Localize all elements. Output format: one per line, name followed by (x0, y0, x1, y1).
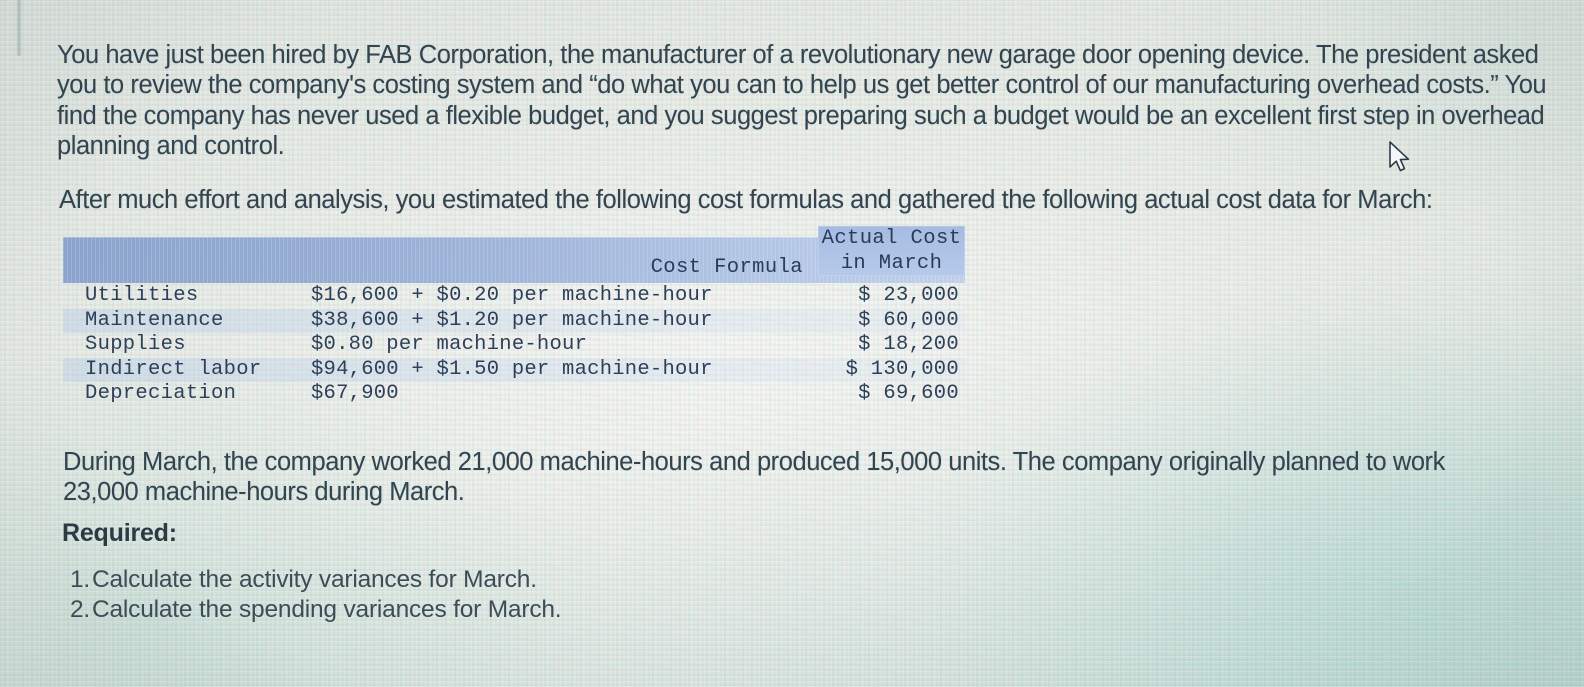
row-cost-name: Supplies (85, 333, 186, 357)
table-row: Indirect labor $94,600 + $1.50 per machi… (63, 357, 965, 383)
column-header-cost-formula: Cost Formula (650, 256, 803, 279)
table-row: Supplies $0.80 per machine-hour $ 18,200 (63, 333, 965, 358)
row-cost-formula: $67,900 (311, 382, 399, 406)
table-body: Utilities $16,600 + $0.20 per machine-ho… (63, 283, 965, 407)
list-item: 2.Calculate the spending variances for M… (70, 595, 710, 625)
list-item-label: Calculate the activity variances for Mar… (92, 566, 537, 593)
table-row: Depreciation $67,900 $ 69,600 (63, 382, 965, 407)
column-header-actual-cost-line2: in March (840, 252, 943, 275)
list-item-label: Calculate the spending variances for Mar… (92, 596, 562, 623)
header-band-texture (63, 237, 965, 283)
table-header-band (63, 237, 965, 283)
row-cost-name: Maintenance (85, 308, 224, 332)
march-activity-paragraph: During March, the company worked 21,000 … (63, 447, 1445, 507)
estimate-paragraph: After much effort and analysis, you esti… (59, 185, 1433, 214)
table-row: Maintenance $38,600 + $1.20 per machine-… (63, 308, 965, 334)
row-cost-formula: $38,600 + $1.20 per machine-hour (311, 308, 713, 332)
row-cost-formula: $94,600 + $1.50 per machine-hour (311, 357, 713, 381)
row-cost-name: Utilities (85, 284, 199, 307)
required-heading: Required: (62, 519, 177, 547)
row-cost-formula: $0.80 per machine-hour (311, 333, 588, 357)
list-item: 1.Calculate the activity variances for M… (70, 565, 710, 595)
row-actual-cost: $ 23,000 (858, 284, 959, 307)
row-cost-formula: $16,600 + $0.20 per machine-hour (311, 284, 713, 307)
table-header: Cost Formula Actual Cost in March (63, 226, 965, 283)
row-cost-name: Depreciation (85, 382, 237, 406)
row-cost-name: Indirect labor (85, 357, 262, 381)
row-actual-cost: $ 69,600 (858, 382, 959, 406)
intro-paragraph: You have just been hired by FAB Corporat… (57, 40, 1547, 161)
row-actual-cost: $ 18,200 (858, 333, 959, 357)
table-row: Utilities $16,600 + $0.20 per machine-ho… (63, 284, 965, 309)
row-actual-cost: $ 130,000 (845, 357, 959, 381)
cost-formula-table: Cost Formula Actual Cost in March Utilit… (63, 226, 965, 407)
list-item-number: 1. (70, 566, 91, 593)
row-actual-cost: $ 60,000 (858, 308, 959, 332)
required-items-list: 1.Calculate the activity variances for M… (70, 565, 710, 625)
list-item-number: 2. (70, 596, 91, 623)
column-header-actual-cost-line1: Actual Cost (821, 227, 962, 250)
column-header-actual-cost: Actual Cost in March (818, 226, 965, 276)
